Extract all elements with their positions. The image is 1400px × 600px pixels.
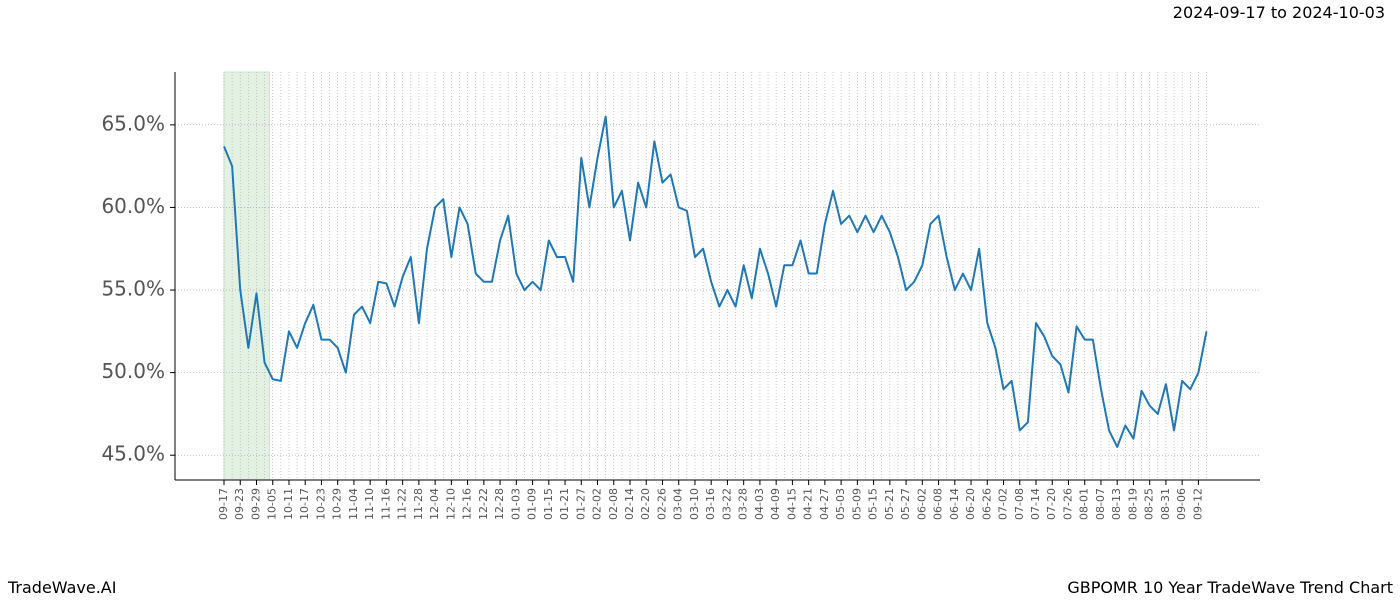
- x-tick-label: 08-07: [1094, 488, 1107, 520]
- x-tick-label: 03-04: [672, 488, 685, 520]
- x-tick-label: 08-19: [1126, 488, 1139, 520]
- x-tick-label: 05-21: [883, 488, 896, 520]
- x-tick-label: 11-04: [347, 488, 360, 520]
- x-tick-label: 02-02: [591, 488, 604, 520]
- x-tick-label: 10-23: [314, 488, 327, 520]
- x-tick-label: 12-10: [444, 488, 457, 520]
- x-tick-label: 11-16: [379, 488, 392, 520]
- x-tick-label: 06-02: [915, 488, 928, 520]
- x-tick-label: 12-16: [461, 488, 474, 520]
- x-tick-label: 01-09: [526, 488, 539, 520]
- x-tick-label: 03-22: [720, 488, 733, 520]
- x-tick-label: 08-31: [1159, 488, 1172, 520]
- x-tick-label: 06-26: [980, 488, 993, 520]
- x-tick-label: 06-14: [948, 488, 961, 520]
- x-tick-label: 07-02: [997, 488, 1010, 520]
- y-tick-label: 65.0%: [101, 111, 165, 135]
- x-tick-label: 03-10: [688, 488, 701, 520]
- x-tick-label: 05-03: [834, 488, 847, 520]
- x-tick-label: 09-06: [1175, 488, 1188, 520]
- x-tick-label: 07-14: [1029, 488, 1042, 520]
- x-tick-label: 12-22: [477, 488, 490, 520]
- x-tick-label: 07-08: [1013, 488, 1026, 520]
- x-tick-label: 10-11: [282, 488, 295, 520]
- y-tick-label: 45.0%: [101, 442, 165, 466]
- x-tick-label: 01-15: [542, 488, 555, 520]
- x-tick-label: 11-22: [396, 488, 409, 520]
- x-tick-label: 12-04: [428, 488, 441, 520]
- x-tick-label: 01-03: [509, 488, 522, 520]
- x-tick-label: 09-17: [217, 488, 230, 520]
- x-tick-label: 08-25: [1143, 488, 1156, 520]
- x-tick-label: 07-20: [1045, 488, 1058, 520]
- x-tick-label: 10-17: [298, 488, 311, 520]
- x-tick-label: 05-27: [899, 488, 912, 520]
- x-tick-label: 04-15: [785, 488, 798, 520]
- y-tick-label: 50.0%: [101, 359, 165, 383]
- chart-title: 2024-09-17 to 2024-10-03: [1173, 3, 1385, 22]
- highlight-band: [223, 71, 270, 481]
- x-tick-label: 05-09: [850, 488, 863, 520]
- brand: TradeWave.AI: [7, 578, 116, 597]
- x-tick-label: 02-20: [639, 488, 652, 520]
- x-tick-label: 03-16: [704, 488, 717, 520]
- x-tick-label: 09-23: [233, 488, 246, 520]
- x-tick-label: 11-28: [412, 488, 425, 520]
- x-tick-label: 02-08: [607, 488, 620, 520]
- x-tick-label: 12-28: [493, 488, 506, 520]
- x-tick-label: 02-26: [655, 488, 668, 520]
- x-tick-label: 01-21: [558, 488, 571, 520]
- x-tick-label: 06-08: [932, 488, 945, 520]
- x-tick-label: 09-29: [249, 488, 262, 520]
- x-tick-label: 04-27: [818, 488, 831, 520]
- x-tick-label: 10-05: [266, 488, 279, 520]
- x-tick-label: 06-20: [964, 488, 977, 520]
- y-tick-label: 55.0%: [101, 277, 165, 301]
- x-tick-label: 04-21: [802, 488, 815, 520]
- x-tick-label: 01-27: [574, 488, 587, 520]
- x-tick-label: 08-01: [1078, 488, 1091, 520]
- x-tick-label: 02-14: [623, 488, 636, 520]
- x-tick-label: 10-29: [331, 488, 344, 520]
- x-tick-label: 09-12: [1191, 488, 1204, 520]
- chart-subtitle: GBPOMR 10 Year TradeWave Trend Chart: [1067, 578, 1393, 597]
- x-tick-label: 08-13: [1110, 488, 1123, 520]
- x-tick-label: 03-28: [737, 488, 750, 520]
- x-tick-label: 11-10: [363, 488, 376, 520]
- x-tick-label: 07-26: [1061, 488, 1074, 520]
- x-tick-label: 05-15: [867, 488, 880, 520]
- x-tick-label: 04-03: [753, 488, 766, 520]
- line-series: [223, 115, 1208, 448]
- y-tick-label: 60.0%: [101, 194, 165, 218]
- x-tick-label: 04-09: [769, 488, 782, 520]
